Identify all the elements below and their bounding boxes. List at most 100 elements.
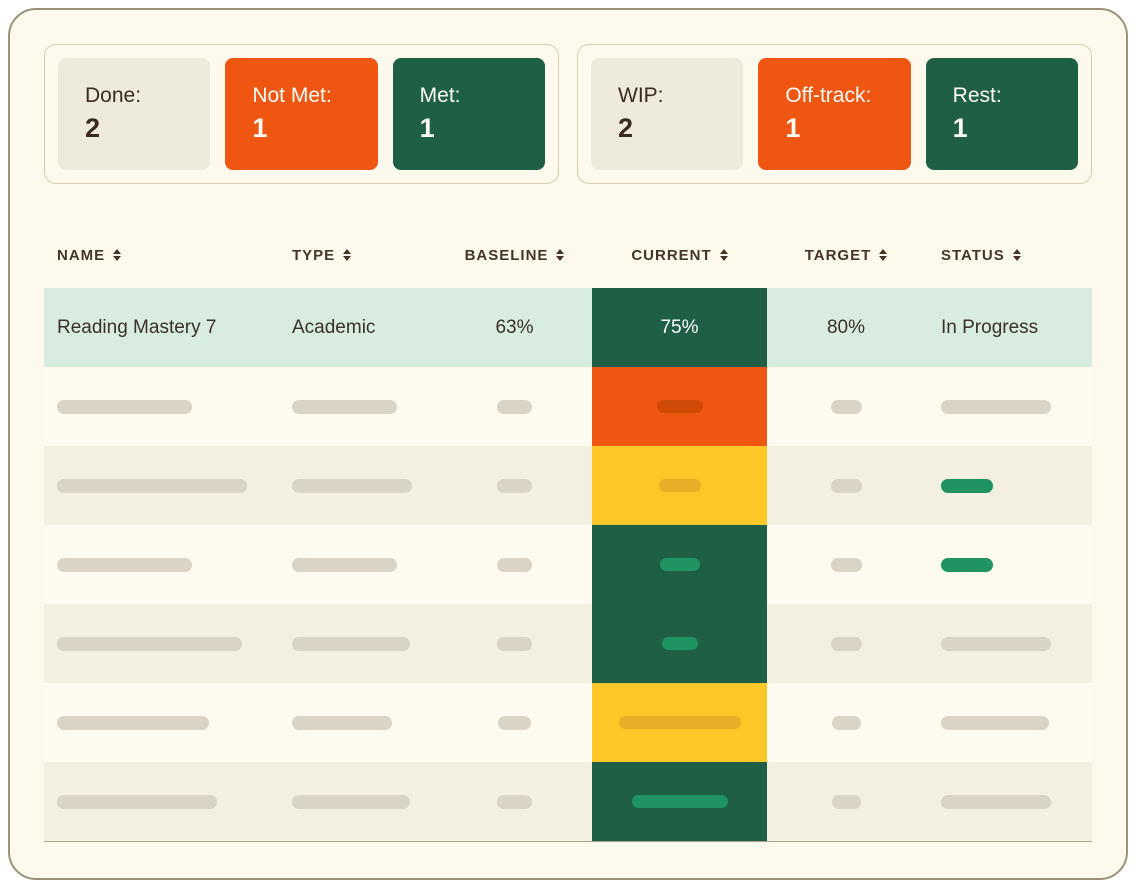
skeleton-pill-type	[292, 478, 412, 493]
column-header-baseline[interactable]: BASELINE	[437, 222, 592, 288]
stat-card-label: Done:	[85, 84, 142, 108]
skeleton-pill-status	[941, 478, 993, 493]
stat-card-label: Not Met:	[252, 84, 332, 108]
sort-down-arrow-icon	[879, 256, 888, 261]
cell-baseline	[437, 683, 592, 762]
cell-target-text: 80%	[826, 316, 866, 338]
cell-current	[592, 446, 767, 525]
table-row[interactable]	[44, 683, 1092, 762]
column-header-label: TYPE	[292, 246, 336, 264]
column-header-name[interactable]: NAME	[44, 222, 290, 288]
skeleton-pill-target	[830, 557, 862, 572]
stat-card-met: Met: 1	[392, 58, 545, 170]
stat-card-offtrack: Off-track: 1	[758, 58, 911, 170]
stat-card-label: Rest:	[952, 84, 1002, 108]
table-header-row: NAME TYPE BASELINE CURRENT TARGET STATUS	[44, 222, 1092, 288]
cell-target	[767, 446, 925, 525]
skeleton-pill-type	[292, 794, 410, 809]
table-row[interactable]	[44, 367, 1092, 446]
cell-type-text: Academic	[292, 316, 376, 338]
skeleton-pill-type	[292, 636, 410, 651]
table-row[interactable]	[44, 525, 1092, 604]
cell-target	[767, 525, 925, 604]
cell-type	[290, 604, 437, 683]
cell-current	[592, 604, 767, 683]
table-row[interactable]: Reading Mastery 7 Academic 63% 75% 80% In Pro…	[44, 288, 1092, 367]
goals-table: NAME TYPE BASELINE CURRENT TARGET STATUS Read…	[44, 222, 1092, 842]
sort-down-arrow-icon	[343, 256, 352, 261]
stat-card-value: 1	[952, 113, 968, 144]
cell-name	[44, 367, 290, 446]
completion-summary: Done: 2 Not Met: 1 Met: 1	[44, 44, 559, 184]
skeleton-pill-baseline	[498, 715, 531, 730]
cell-target	[767, 683, 925, 762]
skeleton-pill-baseline	[497, 794, 532, 809]
cell-status	[925, 683, 1092, 762]
summary-row: Done: 2 Not Met: 1 Met: 1 WIP: 2 Off-track: 1 Rest…	[44, 44, 1092, 184]
table-row[interactable]	[44, 446, 1092, 525]
skeleton-pill-type	[292, 557, 397, 572]
cell-name	[44, 525, 290, 604]
table-row[interactable]	[44, 762, 1092, 841]
cell-target: 80%	[767, 288, 925, 367]
stat-card-value: 1	[785, 113, 801, 144]
cell-baseline	[437, 762, 592, 841]
cell-type	[290, 683, 437, 762]
cell-status-text: In Progress	[941, 316, 1039, 338]
skeleton-pill-status	[941, 794, 1051, 809]
skeleton-pill-target	[831, 715, 861, 730]
skeleton-pill-current	[631, 795, 728, 808]
sort-up-arrow-icon	[113, 249, 122, 254]
column-header-label: TARGET	[804, 246, 872, 264]
skeleton-pill-status	[941, 636, 1051, 651]
stat-card-label: WIP:	[618, 84, 664, 108]
cell-target	[767, 367, 925, 446]
stat-card-value: 1	[419, 113, 435, 144]
stat-card-value: 1	[252, 113, 268, 144]
skeleton-pill-target	[830, 478, 862, 493]
skeleton-pill-status	[941, 557, 993, 572]
cell-name	[44, 683, 290, 762]
skeleton-pill-name	[57, 715, 209, 730]
cell-name	[44, 446, 290, 525]
cell-status	[925, 525, 1092, 604]
cell-baseline	[437, 446, 592, 525]
skeleton-pill-baseline	[497, 399, 532, 414]
cell-type	[290, 762, 437, 841]
skeleton-pill-current	[658, 479, 701, 492]
column-header-label: NAME	[57, 246, 106, 264]
column-header-label: STATUS	[941, 246, 1005, 264]
stat-card-label: Off-track:	[785, 84, 872, 108]
sort-icon	[719, 249, 728, 261]
cell-baseline	[437, 367, 592, 446]
cell-type	[290, 367, 437, 446]
stat-card-notmet: Not Met: 1	[225, 58, 378, 170]
cell-name: Reading Mastery 7	[44, 288, 290, 367]
skeleton-pill-current	[656, 400, 703, 413]
skeleton-pill-current	[659, 558, 700, 571]
skeleton-pill-target	[830, 636, 862, 651]
cell-status: In Progress	[925, 288, 1092, 367]
skeleton-pill-baseline	[497, 557, 532, 572]
skeleton-pill-type	[292, 399, 397, 414]
cell-target	[767, 762, 925, 841]
dashboard-panel: Done: 2 Not Met: 1 Met: 1 WIP: 2 Off-track: 1 Rest…	[8, 8, 1128, 880]
column-header-current[interactable]: CURRENT	[592, 222, 767, 288]
cell-status	[925, 367, 1092, 446]
table-body: Reading Mastery 7 Academic 63% 75% 80% In Pro…	[44, 288, 1092, 842]
stat-card-value: 2	[85, 113, 101, 144]
sort-down-arrow-icon	[556, 256, 565, 261]
cell-name-text: Reading Mastery 7	[57, 316, 217, 338]
sort-up-arrow-icon	[556, 249, 565, 254]
cell-type	[290, 446, 437, 525]
skeleton-pill-name	[57, 794, 217, 809]
column-header-target[interactable]: TARGET	[767, 222, 925, 288]
skeleton-pill-status	[941, 715, 1049, 730]
column-header-status[interactable]: STATUS	[925, 222, 1092, 288]
skeleton-pill-target	[831, 794, 861, 809]
column-header-type[interactable]: TYPE	[290, 222, 437, 288]
skeleton-pill-name	[57, 399, 192, 414]
sort-up-arrow-icon	[343, 249, 352, 254]
table-row[interactable]	[44, 604, 1092, 683]
cell-current	[592, 525, 767, 604]
